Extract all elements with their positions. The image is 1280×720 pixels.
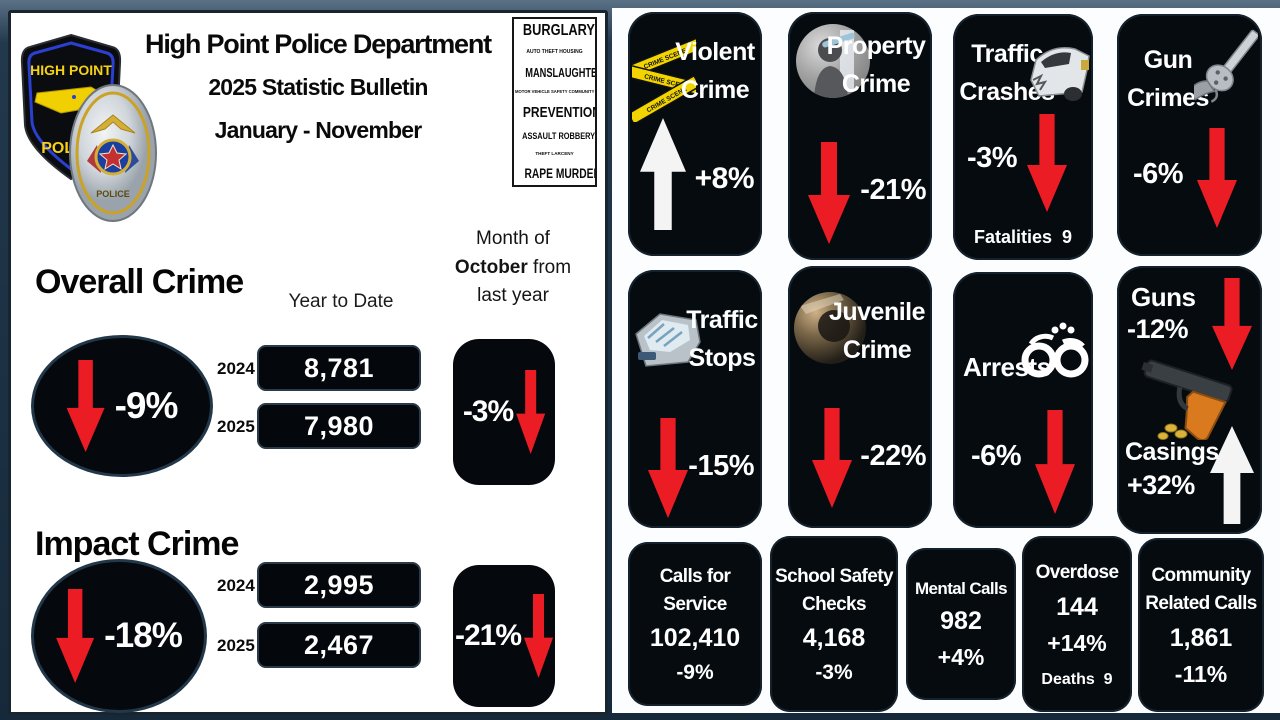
year-to-date-label: Year to Date xyxy=(288,291,394,312)
down-arrow-icon xyxy=(1212,278,1252,370)
down-arrow-icon xyxy=(808,142,850,244)
guns-casings-card: Guns -12% Casings +32% xyxy=(1117,266,1262,534)
down-arrow-icon xyxy=(1035,410,1075,514)
overdose-value: 144 xyxy=(1056,592,1098,621)
calls-for-service-card: Calls for Service 102,410 -9% xyxy=(628,542,762,706)
impact-month-change: -21% xyxy=(454,619,522,652)
school-safety-checks-card: School Safety Checks 4,168 -3% xyxy=(770,536,898,712)
down-arrow-icon xyxy=(1027,114,1067,212)
card-title: Calls for Service xyxy=(659,565,731,615)
community-related-calls-card: Community Related Calls 1,861 -11% xyxy=(1138,538,1264,712)
overall-crime-change: -9% xyxy=(114,385,179,426)
police-car-icon xyxy=(635,313,701,367)
overall-crime-title: Overall Crime xyxy=(35,263,244,301)
down-arrow-icon xyxy=(516,370,546,454)
overall-2024-value: 8,781 xyxy=(257,345,421,391)
card-title: Overdose xyxy=(1035,562,1119,584)
down-arrow-icon xyxy=(56,589,95,683)
overall-2024-label: 2024 xyxy=(217,359,255,378)
casings-pct: +32% xyxy=(1127,470,1195,500)
arrests-pct: -6% xyxy=(971,440,1022,472)
guns-pct: -12% xyxy=(1127,314,1189,344)
crashed-car-icon xyxy=(1030,47,1090,101)
card-title: Community Related Calls xyxy=(1145,565,1257,614)
down-arrow-icon xyxy=(812,408,852,508)
juvenile-crime-card: Juvenile Crime -22% xyxy=(788,266,932,528)
police-officer-oval-badge-icon: POLICE xyxy=(69,84,157,222)
traffic-stops-card: Traffic Stops -15% xyxy=(628,270,762,528)
traffic-crashes-pct: -3% xyxy=(967,142,1018,174)
page-period: January - November xyxy=(214,117,423,143)
handcuffs-icon xyxy=(1021,322,1089,378)
burglar-photo-icon xyxy=(796,24,870,98)
crime-wordcloud: BURGLARY AUTO THEFT HOUSING MANSLAUGHTER… xyxy=(512,17,597,187)
violent-crime-pct: +8% xyxy=(694,162,755,195)
revolver-icon xyxy=(1194,29,1258,103)
up-arrow-icon xyxy=(640,118,686,230)
bulletin-left-panel: HIGH POINT POLICE POLICE High Point Poli… xyxy=(8,10,608,715)
impact-crime-change: -18% xyxy=(104,616,183,655)
card-title: Mental Calls xyxy=(915,578,1008,598)
impact-2025-label: 2025 xyxy=(217,636,255,655)
overdose-card: Overdose 144 +14% Deaths 9 xyxy=(1022,536,1132,712)
page-title: High Point Police Department xyxy=(145,29,492,59)
overall-month-change-box: -3% xyxy=(453,339,555,485)
card-title: Traffic Crashes xyxy=(959,40,1055,106)
mental-calls-pct: +4% xyxy=(937,644,985,671)
overdose-deaths-row: Deaths 9 xyxy=(1041,670,1113,688)
agency-badges: HIGH POINT POLICE POLICE xyxy=(15,29,165,241)
property-crime-pct: -21% xyxy=(860,174,926,206)
down-arrow-icon xyxy=(648,418,688,518)
traffic-stops-pct: -15% xyxy=(688,450,754,482)
juvenile-photo-icon xyxy=(794,292,866,364)
overall-crime-change-oval: -9% xyxy=(31,335,213,477)
fatalities-row: Fatalities 9 xyxy=(973,227,1073,247)
gun-crimes-card: Gun Crimes -6% xyxy=(1117,14,1262,256)
svg-text:POLICE: POLICE xyxy=(96,189,130,199)
impact-2025-value: 2,467 xyxy=(257,622,421,668)
card-title: Property Crime xyxy=(826,32,926,98)
arrests-card: Arrests -6% xyxy=(953,272,1093,528)
impact-month-change-box: -21% xyxy=(453,565,555,707)
calls-for-service-value: 102,410 xyxy=(649,624,741,653)
violent-crime-card: CRIME SCENE CRIME SCENE CRIME SCENE Viol… xyxy=(628,12,762,256)
impact-2024-label: 2024 xyxy=(217,576,255,595)
calls-for-service-pct: -9% xyxy=(676,661,714,685)
impact-2024-value: 2,995 xyxy=(257,562,421,608)
overall-month-change: -3% xyxy=(462,395,514,428)
mental-calls-card: Mental Calls 982 +4% xyxy=(906,548,1016,700)
overall-2025-label: 2025 xyxy=(217,417,255,436)
traffic-crashes-card: Traffic Crashes -3% Fatalities 9 xyxy=(953,14,1093,260)
property-crime-card: Property Crime -21% xyxy=(788,12,932,260)
school-safety-checks-value: 4,168 xyxy=(802,624,866,653)
impact-crime-change-oval: -18% xyxy=(31,559,207,713)
down-arrow-icon xyxy=(524,594,554,678)
stat-cards-panel: CRIME SCENE CRIME SCENE CRIME SCENE Viol… xyxy=(612,8,1280,713)
card-title: School Safety Checks xyxy=(775,565,893,615)
overdose-pct: +14% xyxy=(1047,629,1107,656)
down-arrow-icon xyxy=(66,360,105,452)
crime-scene-tape-icon: CRIME SCENE CRIME SCENE CRIME SCENE xyxy=(632,38,696,122)
guns-title: Guns xyxy=(1131,282,1196,312)
bulletin-header: High Point Police Department 2025 Statis… xyxy=(123,29,513,144)
card-title: Juvenile Crime xyxy=(828,298,926,364)
month-of-october-note: Month of October from last year xyxy=(454,228,572,306)
svg-text:HIGH POINT: HIGH POINT xyxy=(30,62,112,78)
gun-crimes-pct: -6% xyxy=(1133,158,1184,190)
overall-2025-value: 7,980 xyxy=(257,403,421,449)
card-title: Violent Crime xyxy=(675,38,755,104)
juvenile-crime-pct: -22% xyxy=(860,440,926,472)
pistol-icon xyxy=(1141,359,1233,440)
school-safety-checks-pct: -3% xyxy=(815,661,853,685)
card-title: Traffic Stops xyxy=(686,306,758,372)
mental-calls-value: 982 xyxy=(940,607,982,636)
page-subtitle: 2025 Statistic Bulletin xyxy=(208,74,428,100)
community-related-calls-pct: -11% xyxy=(1174,660,1228,687)
community-related-calls-value: 1,861 xyxy=(1169,623,1233,652)
impact-crime-title: Impact Crime xyxy=(35,525,239,563)
down-arrow-icon xyxy=(1197,128,1237,228)
casings-title: Casings xyxy=(1125,438,1219,466)
